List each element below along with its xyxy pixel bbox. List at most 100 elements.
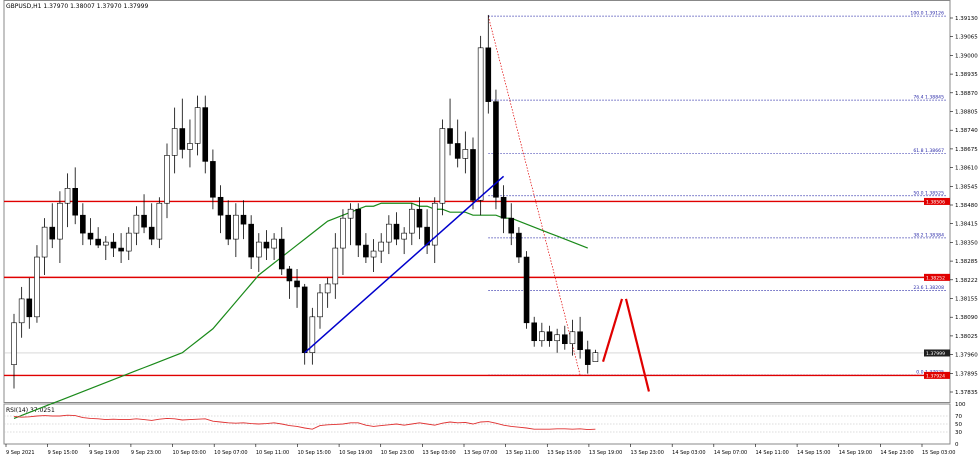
time-tick-label: 10 Sep 07:00 xyxy=(214,450,247,456)
time-tick-label: 13 Sep 23:00 xyxy=(631,450,664,456)
bullish-candle xyxy=(592,352,599,362)
bearish-candle xyxy=(210,161,216,198)
bullish-candle xyxy=(133,214,140,234)
price-tick-label: 1.38805 xyxy=(955,110,978,116)
fib-level-label: 61.8 1.38667 xyxy=(913,148,944,154)
bullish-candle xyxy=(11,322,17,365)
bullish-candle xyxy=(64,187,71,204)
bullish-candle xyxy=(125,232,132,252)
time-tick-label: 14 Sep 15:00 xyxy=(797,450,830,456)
bullish-candle xyxy=(477,47,484,201)
bearish-candle xyxy=(294,280,300,288)
time-tick-label: 10 Sep 15:00 xyxy=(297,450,330,456)
bullish-candle xyxy=(386,223,392,243)
level-badge-label: 1.37924 xyxy=(926,373,945,379)
rsi-label: RSI(14) 37.0251 xyxy=(6,407,55,414)
bearish-candle xyxy=(248,223,254,258)
bearish-candle xyxy=(217,196,224,216)
time-tick-label: 13 Sep 03:00 xyxy=(422,450,455,456)
bearish-candle xyxy=(363,244,369,258)
bearish-candle xyxy=(355,208,362,246)
bullish-candle xyxy=(271,238,277,249)
price-tick-label: 1.38025 xyxy=(955,334,978,340)
time-tick-label: 10 Sep 11:00 xyxy=(256,450,289,456)
price-tick-label: 1.38285 xyxy=(955,259,978,265)
bullish-candle xyxy=(34,256,40,318)
price-tick-label: 1.38350 xyxy=(955,240,978,246)
bullish-candle xyxy=(340,217,346,249)
bearish-candle xyxy=(516,232,522,258)
price-tick-label: 1.38155 xyxy=(955,297,978,303)
time-tick-label: 9 Sep 15:00 xyxy=(48,450,78,456)
bearish-candle xyxy=(546,331,553,342)
time-tick-label: 10 Sep 23:00 xyxy=(381,450,414,456)
bearish-candle xyxy=(278,238,285,270)
level-badge xyxy=(924,371,950,379)
time-tick-label: 9 Sep 23:00 xyxy=(131,450,161,456)
projection-stroke xyxy=(601,298,624,362)
price-tick-label: 1.37895 xyxy=(955,371,978,377)
time-tick-label: 10 Sep 03:00 xyxy=(173,450,206,456)
bearish-candle xyxy=(416,208,423,228)
price-tick-label: 1.38870 xyxy=(955,91,978,97)
bearish-candle xyxy=(202,107,209,162)
bearish-candle xyxy=(118,247,124,252)
price-tick-label: 1.38740 xyxy=(955,128,978,134)
time-tick-label: 9 Sep 19:00 xyxy=(89,450,119,456)
fib-level-label: 76.4 1.38845 xyxy=(913,95,944,101)
bullish-candle xyxy=(164,155,170,204)
fib-level-label: 38.2 1.38384 xyxy=(913,232,944,238)
time-tick-label: 9 Sep 2021 xyxy=(6,450,35,456)
level-badge-label: 1.38506 xyxy=(926,199,945,205)
price-tick-label: 1.38675 xyxy=(955,147,978,153)
bearish-candle xyxy=(454,143,461,159)
level-badge-label: 1.38252 xyxy=(926,275,945,281)
time-tick-label: 14 Sep 23:00 xyxy=(880,450,913,456)
time-tick-label: 13 Sep 19:00 xyxy=(589,450,622,456)
bullish-candle xyxy=(347,208,354,219)
price-tick-label: 1.37835 xyxy=(955,390,978,396)
fib-level-label: 100.0 1.39126 xyxy=(910,11,944,17)
chart-header: GBPUSD,H1 1.37970 1.38007 1.37970 1.3799… xyxy=(6,3,149,10)
bearish-candle xyxy=(87,232,94,240)
time-tick-label: 10 Sep 19:00 xyxy=(339,450,372,456)
price-tick-label: 1.38222 xyxy=(955,278,978,284)
bearish-candle xyxy=(301,286,308,353)
price-tick-label: 1.37960 xyxy=(955,353,978,359)
time-tick-label: 13 Sep 15:00 xyxy=(547,450,580,456)
time-tick-label: 14 Sep 11:00 xyxy=(755,450,788,456)
bullish-candle xyxy=(103,241,109,246)
bearish-candle xyxy=(561,334,568,345)
bullish-candle xyxy=(324,283,331,294)
bullish-candle xyxy=(439,128,446,204)
moving-average-line xyxy=(13,202,588,419)
time-tick-label: 13 Sep 07:00 xyxy=(464,450,497,456)
bearish-candle xyxy=(49,226,56,240)
time-tick-label: 14 Sep 03:00 xyxy=(672,450,705,456)
price-tick-label: 1.38090 xyxy=(955,315,978,321)
bullish-trendline xyxy=(304,175,505,354)
bearish-candle xyxy=(263,241,270,249)
bullish-candle xyxy=(408,208,415,234)
rsi-tick-label: 70 xyxy=(955,414,962,420)
time-tick-label: 14 Sep 19:00 xyxy=(839,450,872,456)
rsi-line xyxy=(13,414,596,431)
time-tick-label: 15 Sep 03:00 xyxy=(922,450,955,456)
rsi-tick-label: 0 xyxy=(955,442,959,448)
bullish-candle xyxy=(41,226,48,258)
rsi-tick-label: 30 xyxy=(955,430,962,436)
bullish-candle xyxy=(187,143,193,150)
bearish-candle xyxy=(470,149,476,201)
level-badge xyxy=(924,273,950,281)
projection-stroke xyxy=(624,298,651,392)
bearish-candle xyxy=(523,256,530,324)
rsi-tick-label: 100 xyxy=(955,402,966,408)
bearish-candle xyxy=(141,214,147,228)
bearish-candle xyxy=(286,268,293,282)
current-price-label: 1.37999 xyxy=(926,351,945,357)
bearish-candle xyxy=(485,47,492,102)
price-tick-label: 1.39065 xyxy=(955,35,978,41)
fib-level-label: 23.6 1.38208 xyxy=(913,285,944,291)
bearish-candle xyxy=(393,223,400,240)
